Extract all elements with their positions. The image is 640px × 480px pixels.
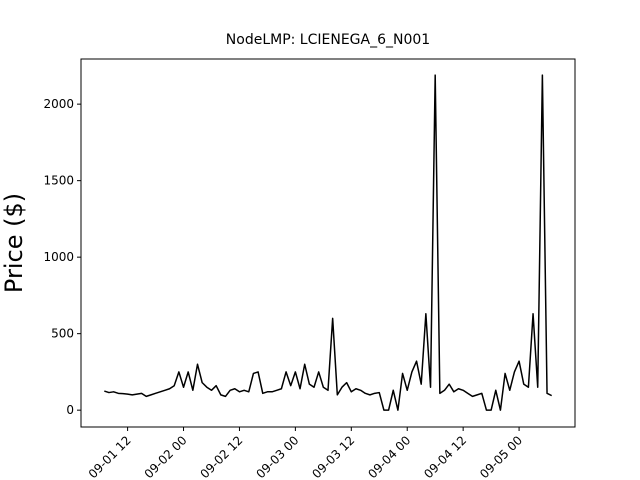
x-tick-label: 09-02 00 [142,433,190,480]
x-tick-label: 09-04 00 [365,433,413,480]
y-axis-label: Price ($) [0,193,28,293]
y-tick-label: 1500 [43,174,74,188]
price-line [104,74,553,411]
x-tick-label: 09-01 12 [86,433,134,480]
y-tick-label: 0 [66,403,74,417]
x-tick-label: 09-02 12 [198,433,246,480]
y-tick-label: 2000 [43,97,74,111]
y-tick-label: 1000 [43,250,74,264]
axes-frame [80,58,576,428]
chart-title: NodeLMP: LCIENEGA_6_N001 [226,32,430,48]
x-tick-label: 09-04 12 [421,433,469,480]
y-tick-label: 500 [51,327,74,341]
x-tick-label: 09-03 00 [253,433,301,480]
x-tick-label: 09-03 12 [309,433,357,480]
x-tick-label: 09-05 00 [477,433,525,480]
